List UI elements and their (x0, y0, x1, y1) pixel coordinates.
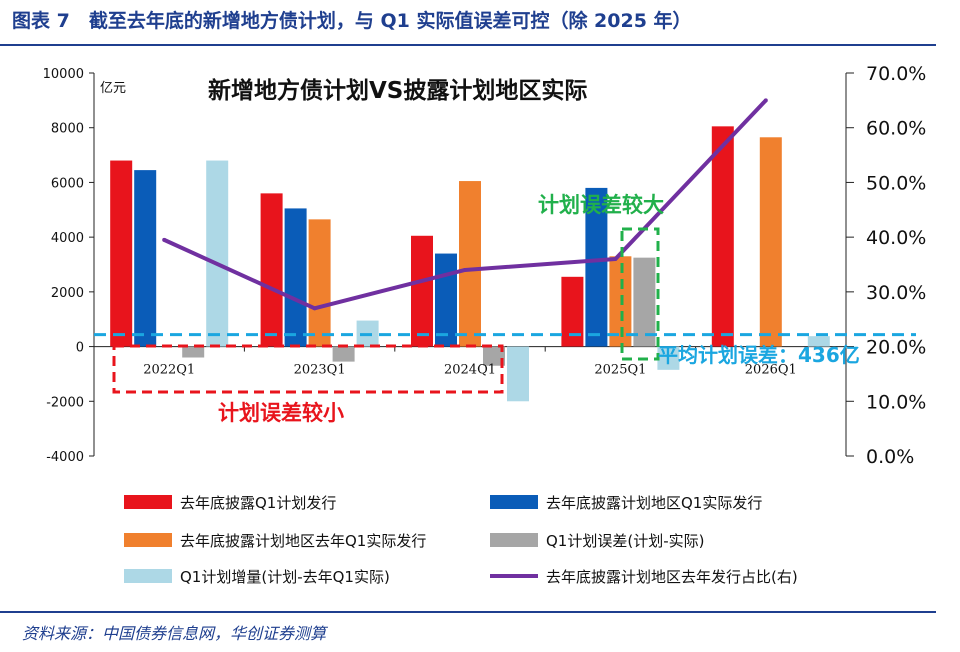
line-point (763, 98, 768, 103)
y2-tick-label: 20.0% (866, 337, 926, 359)
x-tick-label: 2024Q1 (444, 363, 496, 378)
bar (134, 170, 157, 347)
legend-label: 去年底披露Q1计划发行 (180, 494, 336, 512)
legend-label: 去年底披露计划地区去年Q1实际发行 (180, 532, 426, 550)
bar (284, 208, 307, 347)
y2-tick-label: 40.0% (866, 227, 926, 249)
y-tick-label: -2000 (46, 395, 84, 410)
y2-tick-label: 0.0% (866, 446, 914, 468)
legend-label: Q1计划误差(计划-实际) (546, 532, 704, 550)
legend-label: 去年底披露计划地区Q1实际发行 (546, 494, 762, 512)
y-tick-label: 4000 (51, 231, 84, 246)
x-tick-label: 2025Q1 (594, 363, 646, 378)
y2-tick-label: 70.0% (866, 63, 926, 85)
bar (435, 253, 457, 347)
legend-label: Q1计划增量(计划-去年Q1实际) (180, 568, 390, 586)
large-error-box (620, 227, 660, 361)
y-tick-label: 10000 (43, 67, 84, 82)
legend-label: 去年底披露计划地区去年发行占比(右) (546, 568, 798, 586)
x-tick-label: 2026Q1 (745, 363, 797, 378)
x-tick-label: 2022Q1 (143, 363, 195, 378)
y-tick-label: -4000 (46, 450, 84, 465)
bottom-rule (0, 611, 936, 613)
y-tick-label: 0 (76, 341, 84, 356)
bars-layer: 2022Q1 2023Q1 2024Q1 2025Q1 2026Q1 (94, 98, 916, 402)
bar (182, 346, 205, 358)
bar (206, 160, 229, 347)
legend-swatch (124, 533, 172, 547)
bar (260, 193, 283, 347)
bar (110, 160, 133, 347)
small-error-annotation: 计划误差较小 (218, 401, 344, 425)
legend-swatch (490, 495, 538, 509)
line-point (463, 267, 467, 272)
average-error-annotation: 平均计划误差：436亿 (658, 343, 860, 367)
bar (807, 336, 830, 347)
figure-title: 图表 7 截至去年底的新增地方债计划，与 Q1 实际值误差可控（除 2025 年… (12, 10, 692, 32)
bar (711, 126, 734, 347)
line-point (312, 306, 317, 311)
y-tick-label: 8000 (51, 122, 84, 137)
bar (507, 346, 529, 402)
bar (332, 346, 355, 362)
bar (411, 235, 433, 347)
overlay-layer: 计划误差较小 计划误差较大 平均计划误差：436亿 (112, 193, 860, 425)
bar (585, 187, 608, 347)
unit-label: 亿元 (100, 81, 126, 96)
small-error-box (112, 344, 504, 394)
bar (633, 257, 656, 347)
y-tick-label: 2000 (51, 286, 84, 301)
legend-swatch (124, 495, 172, 509)
chart-title: 新增地方债计划VS披露计划地区实际 (208, 77, 587, 104)
legend-swatch (124, 569, 172, 583)
line-point (162, 237, 167, 242)
bar (759, 137, 782, 347)
line-point (613, 257, 618, 262)
large-error-annotation: 计划误差较大 (538, 193, 664, 217)
axes-layer: -4000 -2000 0 2000 4000 6000 8000 10000 0.0% 10.0… (43, 63, 927, 468)
source-note: 资料来源：中国债券信息网，华创证券测算 (22, 624, 327, 643)
y2-tick-label: 30.0% (866, 282, 926, 304)
top-rule (0, 44, 936, 46)
y2-tick-label: 10.0% (866, 391, 926, 413)
legend-swatch (490, 533, 538, 547)
bar (483, 346, 505, 366)
y-tick-label: 6000 (51, 176, 84, 191)
x-tick-label: 2023Q1 (294, 363, 346, 378)
bar (459, 181, 481, 347)
bar (609, 256, 632, 347)
bar (308, 219, 331, 347)
bar (561, 276, 584, 347)
bar (657, 346, 680, 370)
y2-tick-label: 60.0% (866, 118, 926, 140)
y2-tick-label: 50.0% (866, 172, 926, 194)
legend: 去年底披露Q1计划发行 去年底披露计划地区Q1实际发行去年底披露计划地区去年Q1实… (124, 494, 798, 586)
